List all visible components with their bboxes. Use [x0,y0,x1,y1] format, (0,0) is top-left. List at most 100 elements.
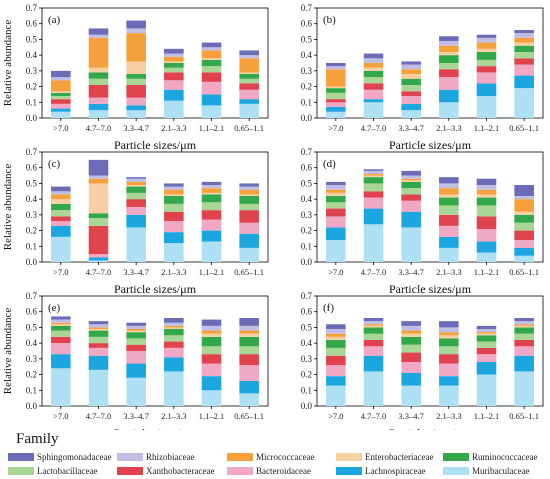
bar-segment-bacteroidaceae [363,346,384,356]
bar-segment-lachnospiraceae [239,233,259,248]
bar-segment-rhizobiaceae [439,327,459,333]
bar-segment-muribaculaceae [164,100,184,118]
bar-segment-ruminococcaceae [164,63,184,68]
bar-segment-lachnospiraceae [126,105,146,111]
bar-segment-lactobacillaceae [88,218,109,226]
legend-swatch [8,466,34,475]
bar-segment-sphingomonadaceae [363,169,384,171]
bar-segment-rhizobiaceae [439,41,459,46]
bar-segment-ruminococcaceae [514,45,534,52]
bar-segment-xanthobacteraceae [439,354,459,364]
bar-segment-xanthobacteraceae [239,354,259,366]
bar-segment-bacteroidaceae [164,221,184,233]
bar-segment-bacteroidaceae [126,351,146,364]
x-tick-label: 4.7–7.0 [361,267,387,277]
bar-segment-micrococcaceae [326,189,346,193]
bar-segment-xanthobacteraceae [401,352,421,362]
bar-segment-sphingomonadaceae [164,183,184,187]
bar-segment-bacteroidaceae [401,362,421,373]
bar-segment-ruminococcaceae [239,196,259,204]
bar-segment-rhizobiaceae [51,77,71,81]
y-tick-label: 0.5 [26,322,38,332]
bar-segment-ruminococcaceae [201,336,222,347]
bar-segment-lactobacillaceae [363,183,384,192]
bar-segment-lactobacillaceae [201,66,222,73]
bar-segment-rhizobiaceae [126,325,146,329]
bar-segment-muribaculaceae [326,385,346,406]
bar-segment-lachnospiraceae [239,99,259,104]
y-tick-label: 0.7 [26,3,38,13]
y-axis-label: Relative abundance [2,308,14,395]
y-tick-label: 0.2 [26,370,37,380]
bar-segment-lactobacillaceae [126,338,146,345]
bar-segment-xanthobacteraceae [439,69,459,78]
bar-segment-micrococcaceae [88,327,109,329]
bar-segment-micrococcaceae [363,63,384,68]
bar-segment-xanthobacteraceae [51,216,71,222]
bar-segment-sphingomonadaceae [239,183,259,187]
plot-frame [41,7,269,119]
bar-segment-lactobacillaceae [51,210,71,217]
bar-segment-lactobacillaceae [514,52,534,59]
bar-segment-sphingomonadaceae [201,319,222,326]
x-tick-label: 1.1–2.1 [474,123,500,133]
bar-segment-muribaculaceae [363,102,384,118]
bar-segment-muribaculaceae [239,393,259,406]
legend-swatch [443,466,469,475]
bar-segment-rhizobiaceae [476,37,497,43]
legend-title: Family [16,431,59,447]
bar-segment-lachnospiraceae [51,225,71,237]
bar-segment-enterobacteriaceae [401,333,421,337]
bar-segment-lachnospiraceae [326,227,346,240]
y-tick-label: 0.4 [301,338,313,348]
bar-segment-rhizobiaceae [476,329,497,333]
bar-segment-sphingomonadaceae [326,63,346,67]
bar-segment-sphingomonadaceae [51,70,71,78]
bar-segment-lachnospiraceae [88,355,109,370]
bar-segment-micrococcaceae [201,330,222,334]
legend-item: Micrococcaceae [227,451,314,462]
bar-segment-lactobacillaceae [164,335,184,342]
y-tick-label: 0.1 [26,385,37,395]
x-tick-label: 3.3–4.7 [123,123,149,133]
y-tick-label: 0.0 [26,113,38,123]
bar-segment-enterobacteriaceae [164,61,184,63]
bar-segment-muribaculaceae [88,260,109,262]
y-tick-label: 0.6 [26,163,38,173]
bar-segment-sphingomonadaceae [239,50,259,56]
bar-segment-xanthobacteraceae [88,85,109,98]
bar-segment-lactobacillaceae [514,222,534,231]
bar-segment-bacteroidaceae [476,72,497,84]
panel-label: (f) [323,302,334,314]
y-tick-label: 0.5 [301,322,313,332]
bar-segment-micrococcaceae [439,188,459,195]
bar-segment-enterobacteriaceae [51,324,71,326]
bar-segment-lachnospiraceae [326,376,346,386]
bar-segment-lactobacillaceae [239,346,259,355]
bar-segment-rhizobiaceae [164,53,184,57]
bar-segment-lactobacillaceae [439,63,459,70]
bar-segment-xanthobacteraceae [476,347,497,355]
legend-label: Micrococcaceae [256,451,315,462]
bar-segment-muribaculaceae [164,371,184,406]
bar-segment-micrococcaceae [164,325,184,328]
x-tick-label: 2.1–3.3 [436,123,462,133]
bar-segment-muribaculaceae [401,227,421,262]
bar-segment-lachnospiraceae [51,108,71,112]
bar-segment-lachnospiraceae [201,94,222,106]
bar-segment-sphingomonadaceae [363,53,384,59]
bar-segment-rhizobiaceae [126,28,146,34]
x-tick-label: 3.3–4.7 [398,267,424,277]
bar-segment-rhizobiaceae [514,321,534,325]
bar-segment-xanthobacteraceae [439,214,459,226]
x-tick-label: 1.1–2.1 [474,267,500,277]
x-tick-label: >7.0 [53,267,68,277]
bar-segment-enterobacteriaceae [239,194,259,196]
bar-segment-lactobacillaceae [476,205,497,217]
bar-segment-lachnospiraceae [514,355,534,372]
bar-segment-micrococcaceae [201,188,222,193]
bar-segment-sphingomonadaceae [51,316,71,320]
panel-label: (d) [323,158,336,170]
bar-segment-sphingomonadaceae [239,318,259,326]
bar-segment-lachnospiraceae [476,241,497,253]
